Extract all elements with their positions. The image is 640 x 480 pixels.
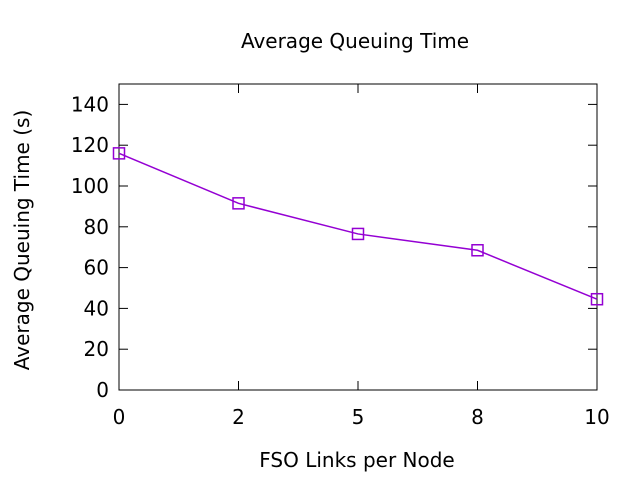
data-point-marker [112,147,126,160]
data-point-marker [471,244,484,257]
x-tick-label: 10 [584,405,609,429]
x-tick-label: 8 [471,405,484,429]
axes [118,83,598,391]
y-tick-label: 40 [84,296,109,320]
x-tick-label: 5 [352,405,365,429]
y-tick-label: 0 [96,378,109,402]
series-line [118,152,598,300]
y-tick-label: 100 [71,174,109,198]
plot-frame [118,83,598,391]
y-tick-label: 80 [84,215,109,239]
data-point-marker [590,292,604,306]
y-axis-label: Average Queuing Time (s) [10,110,34,371]
y-tick-label: 60 [84,256,109,280]
y-tick-label: 20 [84,337,109,361]
data-point-marker [232,197,245,210]
x-tick-label: 2 [232,405,245,429]
chart-title: Average Queuing Time [241,29,469,53]
x-tick-label: 0 [113,405,126,429]
y-tick-label: 120 [71,133,109,157]
ticks: 0 20 40 60 80 100 120 140 0 2 5 8 10 [71,84,610,429]
y-tick-label: 140 [71,92,109,116]
series [112,147,604,306]
data-point-marker [351,227,365,241]
x-axis-label: FSO Links per Node [259,448,454,472]
